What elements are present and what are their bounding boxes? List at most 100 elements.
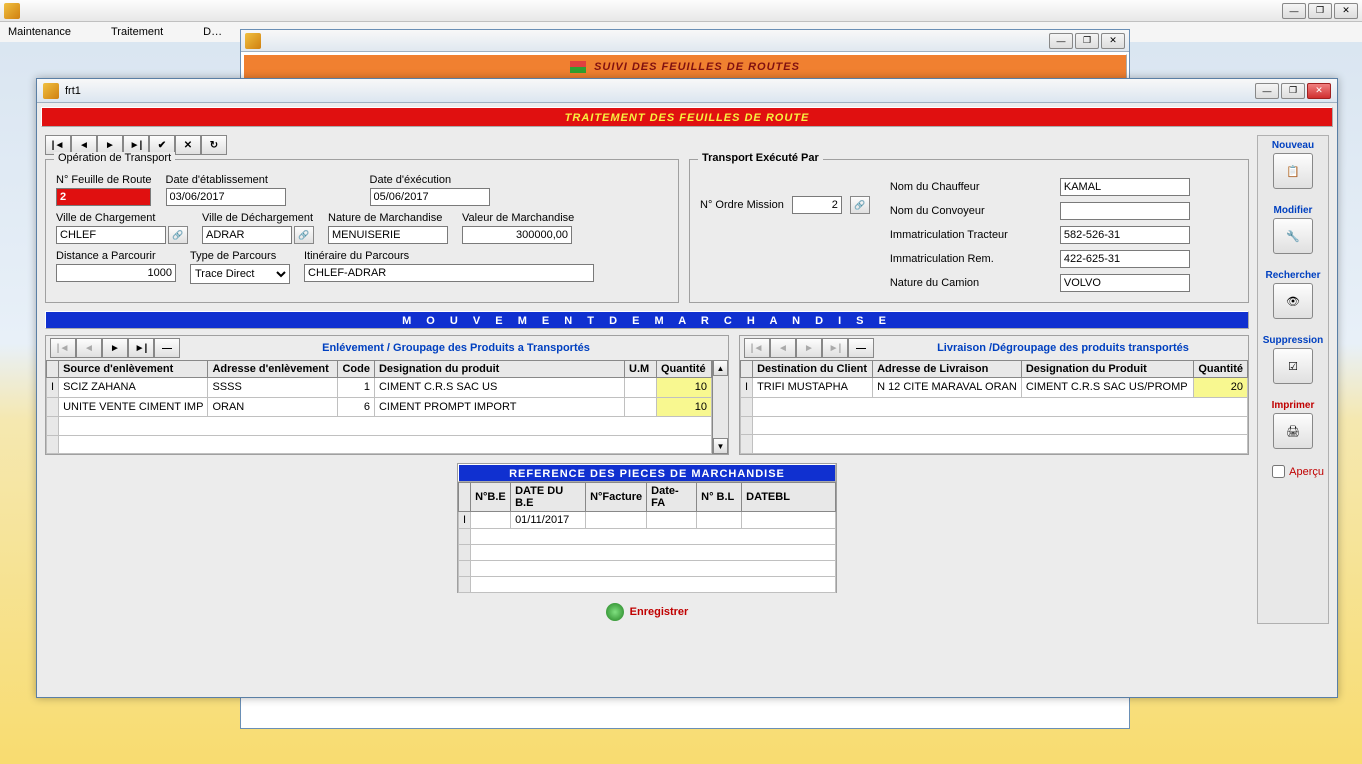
enlevement-first-button[interactable]: |◄ bbox=[50, 338, 76, 358]
suppression-button[interactable]: Suppression ☑ bbox=[1262, 335, 1324, 384]
enlevement-delete-button[interactable]: — bbox=[154, 338, 180, 358]
menu-d[interactable]: D… bbox=[203, 26, 222, 38]
apercu-checkbox-row[interactable]: Aperçu bbox=[1262, 465, 1324, 478]
nav-cancel-button[interactable]: ✕ bbox=[175, 135, 201, 155]
frt-maximize-button[interactable]: ❐ bbox=[1281, 83, 1305, 99]
livraison-table[interactable]: Destination du Client Adresse de Livrais… bbox=[740, 360, 1248, 454]
rechercher-button[interactable]: Rechercher 👁 bbox=[1262, 270, 1324, 319]
main-close-button[interactable]: ✕ bbox=[1334, 3, 1358, 19]
suivi-window-controls: — ❐ ✕ bbox=[1049, 33, 1125, 49]
col-source: Source d'enlèvement bbox=[59, 361, 208, 378]
valeur-label: Valeur de Marchandise bbox=[462, 212, 574, 224]
modifier-icon: 🔧 bbox=[1286, 230, 1300, 243]
enlevement-next-button[interactable]: ► bbox=[102, 338, 128, 358]
itineraire-input[interactable] bbox=[304, 264, 594, 282]
nouveau-button[interactable]: Nouveau 📋 bbox=[1262, 140, 1324, 189]
nature-input[interactable] bbox=[328, 226, 448, 244]
menu-traitement[interactable]: Traitement bbox=[111, 26, 163, 38]
convoyeur-input[interactable] bbox=[1060, 202, 1190, 220]
modifier-button[interactable]: Modifier 🔧 bbox=[1262, 205, 1324, 254]
frt-minimize-button[interactable]: — bbox=[1255, 83, 1279, 99]
table-row[interactable]: I 01/11/2017 bbox=[459, 512, 836, 529]
apercu-label: Aperçu bbox=[1289, 466, 1324, 478]
table-row[interactable]: I SCIZ ZAHANA SSSS 1 CIMENT C.R.S SAC US… bbox=[47, 378, 712, 398]
desktop-main-window: — ❐ ✕ bbox=[0, 0, 1362, 22]
ville-charg-input[interactable] bbox=[56, 226, 166, 244]
livraison-last-button[interactable]: ►| bbox=[822, 338, 848, 358]
ville-charg-lookup-button[interactable]: 🔗 bbox=[168, 226, 188, 244]
main-titlebar: — ❐ ✕ bbox=[0, 0, 1362, 22]
date-exec-input[interactable] bbox=[370, 188, 490, 206]
ville-charg-label: Ville de Chargement bbox=[56, 212, 188, 224]
frt-window-controls: — ❐ ✕ bbox=[1255, 83, 1331, 99]
suppression-icon: ☑ bbox=[1288, 360, 1298, 373]
imprimer-button[interactable]: Imprimer 🖨 bbox=[1262, 400, 1324, 449]
immat-rem-input[interactable] bbox=[1060, 250, 1190, 268]
distance-input[interactable] bbox=[56, 264, 176, 282]
feuille-label: N° Feuille de Route bbox=[56, 174, 152, 186]
frt-close-button[interactable]: ✕ bbox=[1307, 83, 1331, 99]
nouveau-label: Nouveau bbox=[1262, 140, 1324, 151]
itineraire-label: Itinéraire du Parcours bbox=[304, 250, 594, 262]
col-desig: Designation du produit bbox=[374, 361, 624, 378]
menu-maintenance[interactable]: Maintenance bbox=[8, 26, 71, 38]
ville-decharg-lookup-button[interactable]: 🔗 bbox=[294, 226, 314, 244]
transport-groupbox: Transport Exécuté Par N° Ordre Mission 🔗… bbox=[689, 159, 1249, 303]
rechercher-label: Rechercher bbox=[1262, 270, 1324, 281]
suivi-maximize-button[interactable]: ❐ bbox=[1075, 33, 1099, 49]
valeur-input[interactable] bbox=[462, 226, 572, 244]
chauffeur-input[interactable] bbox=[1060, 178, 1190, 196]
operation-legend: Opération de Transport bbox=[54, 152, 175, 164]
type-parcours-select[interactable]: Trace Direct bbox=[190, 264, 290, 284]
suivi-close-button[interactable]: ✕ bbox=[1101, 33, 1125, 49]
col-dest: Destination du Client bbox=[753, 361, 873, 378]
suivi-banner: SUIVI DES FEUILLES DE ROUTES bbox=[243, 54, 1127, 80]
scroll-up-icon[interactable]: ▲ bbox=[713, 360, 728, 376]
livraison-first-button[interactable]: |◄ bbox=[744, 338, 770, 358]
main-minimize-button[interactable]: — bbox=[1282, 3, 1306, 19]
save-icon bbox=[606, 603, 624, 621]
suppression-label: Suppression bbox=[1262, 335, 1324, 346]
enlevement-prev-button[interactable]: ◄ bbox=[76, 338, 102, 358]
date-etab-input[interactable] bbox=[166, 188, 286, 206]
ville-decharg-input[interactable] bbox=[202, 226, 292, 244]
suivi-minimize-button[interactable]: — bbox=[1049, 33, 1073, 49]
ordre-lookup-button[interactable]: 🔗 bbox=[850, 196, 870, 214]
enlevement-nav: |◄ ◄ ► ►| — bbox=[50, 338, 180, 358]
col-desig-liv: Designation du Produit bbox=[1021, 361, 1194, 378]
ordre-input[interactable] bbox=[792, 196, 842, 214]
col-datefa: Date-FA bbox=[647, 483, 697, 512]
nature-camion-label: Nature du Camion bbox=[890, 277, 1050, 289]
livraison-delete-button[interactable]: — bbox=[848, 338, 874, 358]
col-adresse: Adresse d'enlèvement bbox=[208, 361, 338, 378]
scroll-down-icon[interactable]: ▼ bbox=[713, 438, 728, 454]
imprimer-label: Imprimer bbox=[1262, 400, 1324, 411]
col-datebl: DATEBL bbox=[742, 483, 836, 512]
col-code: Code bbox=[338, 361, 375, 378]
convoyeur-label: Nom du Convoyeur bbox=[890, 205, 1050, 217]
immat-tract-label: Immatriculation Tracteur bbox=[890, 229, 1050, 241]
reference-table[interactable]: N°B.E DATE DU B.E N°Facture Date-FA N° B… bbox=[458, 482, 836, 593]
livraison-next-button[interactable]: ► bbox=[796, 338, 822, 358]
table-row[interactable]: UNITE VENTE CIMENT IMP ORAN 6 CIMENT PRO… bbox=[47, 397, 712, 417]
enlevement-table[interactable]: Source d'enlèvement Adresse d'enlèvement… bbox=[46, 360, 712, 454]
table-row[interactable]: I TRIFI MUSTAPHA N 12 CITE MARAVAL ORAN … bbox=[741, 378, 1248, 398]
immat-tract-input[interactable] bbox=[1060, 226, 1190, 244]
enlevement-last-button[interactable]: ►| bbox=[128, 338, 154, 358]
record-nav-toolbar: |◄ ◄ ► ►| ✔ ✕ ↻ bbox=[45, 135, 1249, 155]
livraison-prev-button[interactable]: ◄ bbox=[770, 338, 796, 358]
main-maximize-button[interactable]: ❐ bbox=[1308, 3, 1332, 19]
livraison-nav: |◄ ◄ ► ►| — bbox=[744, 338, 874, 358]
col-qte: Quantité bbox=[657, 361, 712, 378]
nature-camion-input[interactable] bbox=[1060, 274, 1190, 292]
apercu-checkbox[interactable] bbox=[1272, 465, 1285, 478]
col-nbe: N°B.E bbox=[471, 483, 511, 512]
feuille-input[interactable] bbox=[56, 188, 151, 206]
app-icon bbox=[4, 3, 20, 19]
enlevement-scrollbar[interactable]: ▲ ▼ bbox=[712, 360, 728, 454]
livraison-title: Livraison /Dégroupage des produits trans… bbox=[882, 342, 1244, 354]
save-button[interactable]: Enregistrer bbox=[606, 603, 689, 621]
nav-refresh-button[interactable]: ↻ bbox=[201, 135, 227, 155]
date-exec-label: Date d'éxécution bbox=[370, 174, 490, 186]
col-um: U.M bbox=[625, 361, 657, 378]
